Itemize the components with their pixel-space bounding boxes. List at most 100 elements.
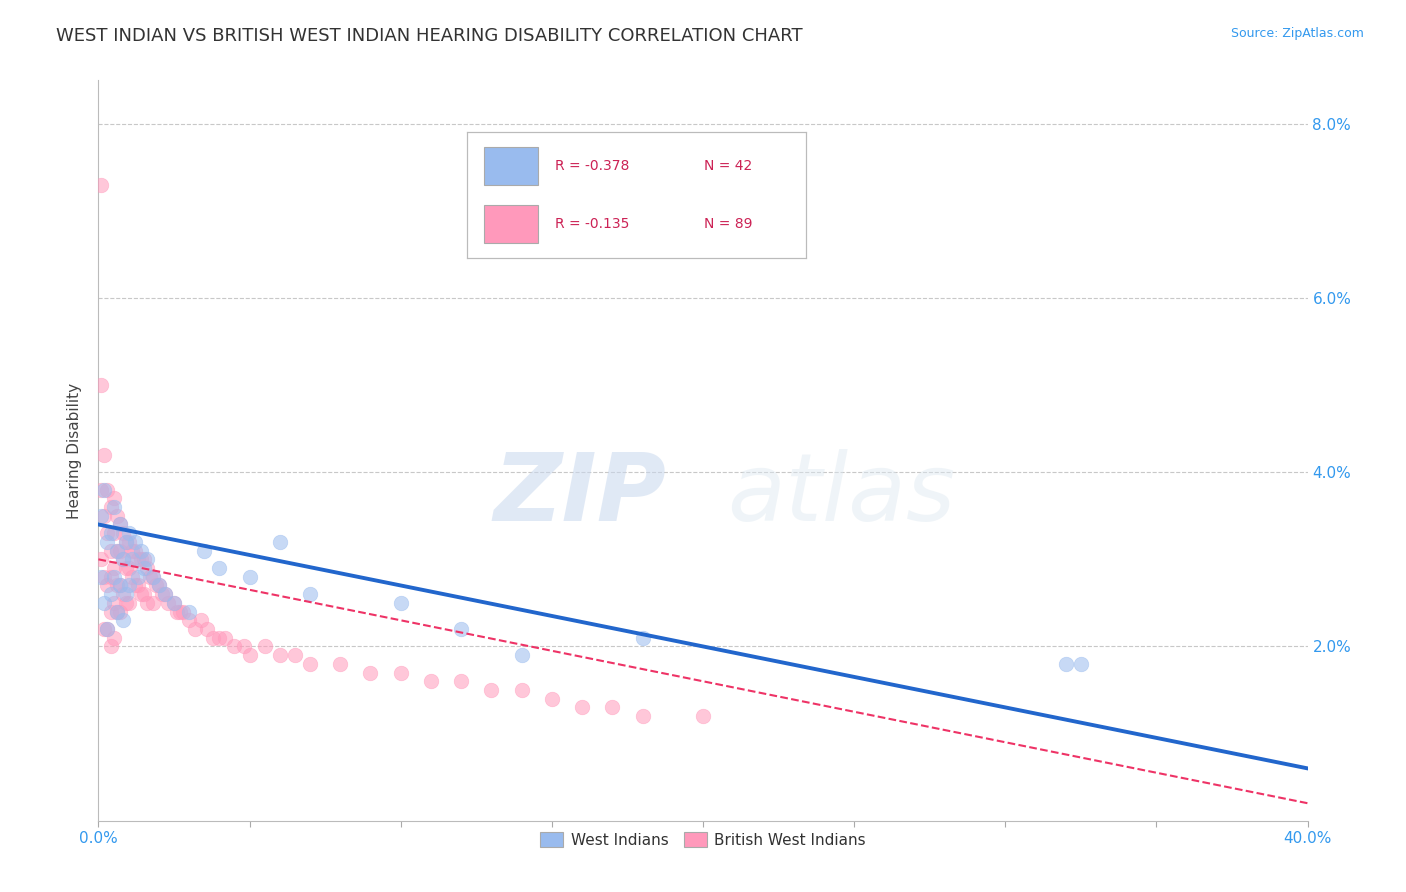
Point xyxy=(111,613,134,627)
Point xyxy=(142,596,165,610)
Point xyxy=(124,535,146,549)
Point xyxy=(114,535,136,549)
Point xyxy=(108,517,131,532)
Point xyxy=(124,543,146,558)
Point xyxy=(114,596,136,610)
Point xyxy=(105,578,128,592)
Point xyxy=(135,561,157,575)
Point xyxy=(602,700,624,714)
Point xyxy=(299,657,322,671)
Point xyxy=(121,570,143,584)
Point xyxy=(114,535,136,549)
Point xyxy=(481,683,503,698)
Text: WEST INDIAN VS BRITISH WEST INDIAN HEARING DISABILITY CORRELATION CHART: WEST INDIAN VS BRITISH WEST INDIAN HEARI… xyxy=(56,27,803,45)
Point xyxy=(224,640,246,654)
Point xyxy=(208,631,231,645)
Point xyxy=(132,587,155,601)
Point xyxy=(90,378,112,392)
Point xyxy=(360,665,382,680)
Legend: West Indians, British West Indians: West Indians, British West Indians xyxy=(534,825,872,854)
Point xyxy=(93,448,115,462)
Point xyxy=(100,587,122,601)
Point xyxy=(510,683,533,698)
Point xyxy=(114,561,136,575)
Point xyxy=(148,578,170,592)
Point xyxy=(179,605,201,619)
Point xyxy=(103,561,125,575)
Point xyxy=(142,570,165,584)
Point xyxy=(93,570,115,584)
Point xyxy=(150,587,173,601)
Point xyxy=(692,709,714,723)
Point xyxy=(172,605,194,619)
Point xyxy=(103,500,125,514)
Point xyxy=(329,657,352,671)
Point xyxy=(100,543,122,558)
Point xyxy=(1070,657,1092,671)
Point xyxy=(96,535,118,549)
Point xyxy=(96,526,118,541)
Point xyxy=(108,578,131,592)
Point xyxy=(129,543,152,558)
Point xyxy=(103,631,125,645)
Point xyxy=(90,508,112,523)
Point xyxy=(510,648,533,662)
Point xyxy=(96,622,118,636)
Point xyxy=(195,622,218,636)
Point xyxy=(239,648,262,662)
Point xyxy=(100,570,122,584)
Point xyxy=(93,508,115,523)
Point xyxy=(132,561,155,575)
Point xyxy=(111,552,134,566)
Point xyxy=(145,578,167,592)
Point xyxy=(631,631,654,645)
Point xyxy=(132,552,155,566)
Point xyxy=(142,570,165,584)
Point xyxy=(100,526,122,541)
Point xyxy=(96,622,118,636)
Point xyxy=(1054,657,1077,671)
Point xyxy=(111,526,134,541)
Point xyxy=(118,578,141,592)
Point xyxy=(450,674,472,689)
Point xyxy=(232,640,254,654)
Point xyxy=(153,587,176,601)
Point xyxy=(193,543,215,558)
Text: atlas: atlas xyxy=(727,450,956,541)
Point xyxy=(121,552,143,566)
Point xyxy=(163,596,186,610)
Point xyxy=(105,508,128,523)
Point xyxy=(631,709,654,723)
Point xyxy=(105,605,128,619)
Point xyxy=(96,578,118,592)
Point xyxy=(239,570,262,584)
Point xyxy=(129,587,152,601)
Point xyxy=(269,535,291,549)
Point xyxy=(269,648,291,662)
Point xyxy=(420,674,443,689)
Point xyxy=(129,552,152,566)
Point xyxy=(135,596,157,610)
Point xyxy=(93,483,115,497)
Point xyxy=(166,605,188,619)
Point xyxy=(163,596,186,610)
Point xyxy=(90,570,112,584)
Point xyxy=(450,622,472,636)
Point xyxy=(93,622,115,636)
Point xyxy=(100,500,122,514)
Point xyxy=(90,483,112,497)
Point xyxy=(389,596,412,610)
Point xyxy=(114,587,136,601)
Point xyxy=(153,587,176,601)
Point xyxy=(108,517,131,532)
Point xyxy=(103,570,125,584)
Point xyxy=(156,596,179,610)
Point xyxy=(202,631,225,645)
Point xyxy=(105,543,128,558)
Point xyxy=(124,578,146,592)
Text: ZIP: ZIP xyxy=(494,449,666,541)
Point xyxy=(253,640,276,654)
Point xyxy=(148,578,170,592)
Point xyxy=(208,561,231,575)
Point xyxy=(118,535,141,549)
